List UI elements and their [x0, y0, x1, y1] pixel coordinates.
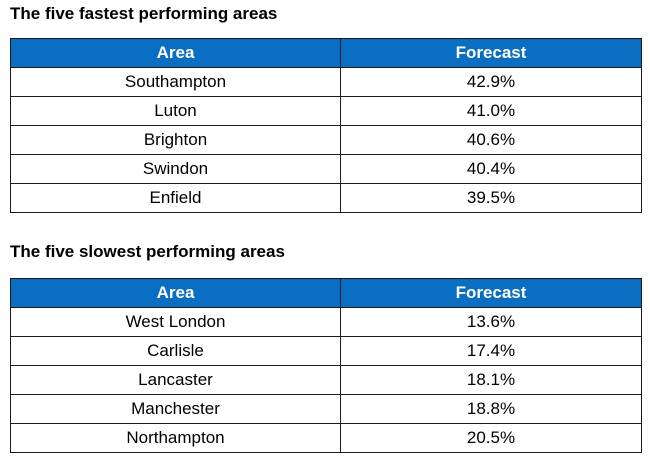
area-cell: Enfield — [10, 183, 341, 213]
forecast-cell: 41.0% — [340, 96, 642, 126]
area-cell: Lancaster — [10, 365, 341, 395]
table-row: Carlisle 17.4% — [10, 336, 642, 366]
area-column-header: Area — [10, 278, 341, 308]
area-cell: Swindon — [10, 154, 341, 184]
table-header-row: Area Forecast — [10, 38, 642, 68]
table-row: Brighton 40.6% — [10, 125, 642, 155]
fastest-areas-title: The five fastest performing areas — [10, 4, 278, 23]
area-cell: Manchester — [10, 394, 341, 424]
forecast-cell: 13.6% — [340, 307, 642, 337]
table-row: Swindon 40.4% — [10, 154, 642, 184]
forecast-cell: 39.5% — [340, 183, 642, 213]
forecast-cell: 18.1% — [340, 365, 642, 395]
forecast-cell: 42.9% — [340, 67, 642, 97]
area-cell: Northampton — [10, 423, 341, 453]
table-row: Southampton 42.9% — [10, 67, 642, 97]
table-row: West London 13.6% — [10, 307, 642, 337]
area-column-header: Area — [10, 38, 341, 68]
slowest-areas-title: The five slowest performing areas — [10, 242, 285, 261]
area-cell: West London — [10, 307, 341, 337]
area-cell: Carlisle — [10, 336, 341, 366]
table-header-row: Area Forecast — [10, 278, 642, 308]
table-row: Northampton 20.5% — [10, 423, 642, 453]
forecast-cell: 40.4% — [340, 154, 642, 184]
area-cell: Brighton — [10, 125, 341, 155]
slowest-areas-table: Area Forecast West London 13.6% Carlisle… — [10, 278, 642, 453]
area-cell: Luton — [10, 96, 341, 126]
forecast-cell: 17.4% — [340, 336, 642, 366]
table-row: Enfield 39.5% — [10, 183, 642, 213]
forecast-cell: 40.6% — [340, 125, 642, 155]
forecast-column-header: Forecast — [340, 278, 642, 308]
area-cell: Southampton — [10, 67, 341, 97]
forecast-cell: 18.8% — [340, 394, 642, 424]
table-row: Luton 41.0% — [10, 96, 642, 126]
forecast-cell: 20.5% — [340, 423, 642, 453]
table-row: Manchester 18.8% — [10, 394, 642, 424]
forecast-column-header: Forecast — [340, 38, 642, 68]
table-row: Lancaster 18.1% — [10, 365, 642, 395]
fastest-areas-table: Area Forecast Southampton 42.9% Luton 41… — [10, 38, 642, 213]
